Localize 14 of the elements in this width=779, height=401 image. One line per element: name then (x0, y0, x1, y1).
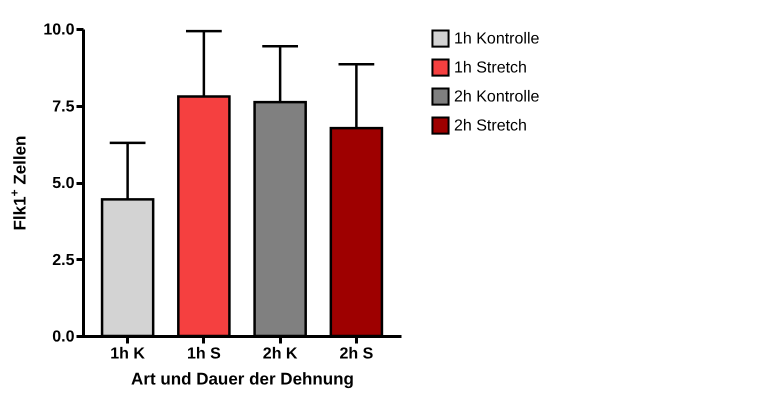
legend-label: 1h Kontrolle (454, 30, 540, 48)
y-tick-label: 0.0 (52, 328, 75, 346)
legend-label: 2h Stretch (454, 118, 527, 134)
y-tick-label: 5.0 (52, 175, 75, 192)
y-tick-label: 10.0 (43, 22, 75, 38)
y-tick-label: 7.5 (52, 98, 75, 116)
x-tick-label: 1h S (186, 346, 222, 362)
x-tick-label: 2h S (339, 346, 374, 362)
x-tick-label: 1h K (110, 346, 146, 362)
legend-label: 1h Stretch (454, 60, 527, 76)
legend-label: 2h Kontrolle (454, 88, 540, 106)
y-tick-label: 2.5 (52, 252, 75, 269)
x-axis-title: Art und Dauer der Dehnung (131, 370, 354, 388)
x-tick-label: 2h K (262, 346, 298, 362)
